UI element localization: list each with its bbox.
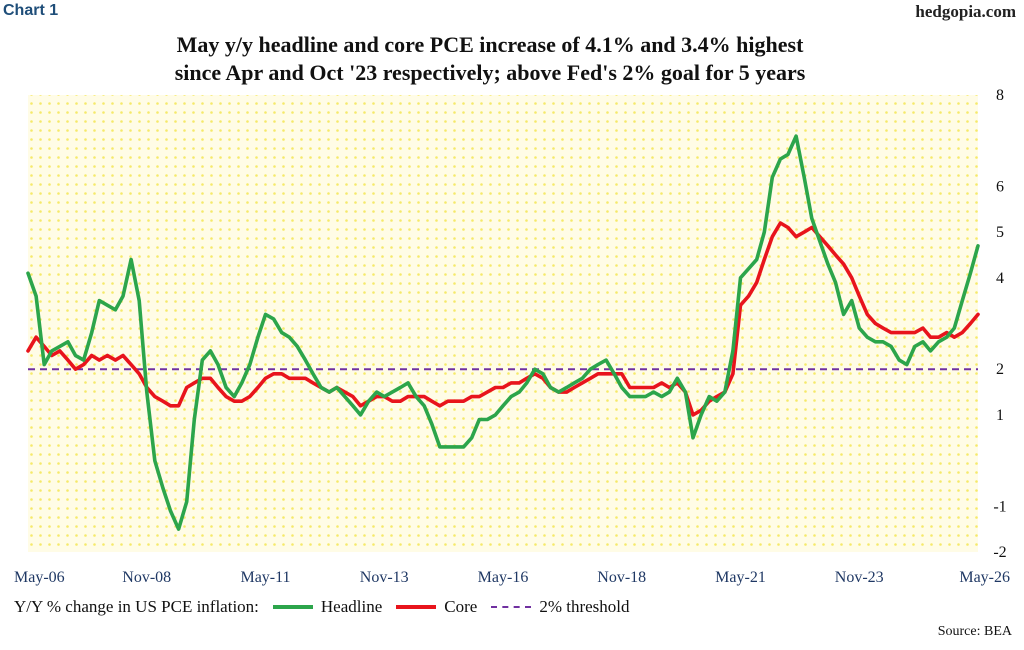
legend-swatch-threshold — [491, 606, 532, 608]
chart-number-label: Chart 1 — [3, 2, 59, 19]
y-tick-label: -2 — [993, 544, 1006, 561]
legend-label-threshold: 2% threshold — [539, 597, 630, 616]
x-tick-label: May-26 — [959, 569, 1010, 586]
x-tick-label: May-06 — [14, 569, 65, 586]
y-tick-label: 6 — [996, 178, 1004, 195]
legend-swatch-core — [396, 605, 437, 609]
x-tick-label: May-16 — [478, 569, 529, 586]
legend: Y/Y % change in US PCE inflation: Headli… — [14, 596, 630, 618]
x-tick-label: Nov-23 — [835, 569, 884, 586]
x-tick-label: Nov-13 — [360, 569, 409, 586]
y-tick-label: 4 — [996, 270, 1004, 287]
y-tick-label: 8 — [996, 87, 1004, 104]
chart-title-line-2: since Apr and Oct '23 respectively; abov… — [174, 60, 806, 85]
chart-title-line-1: May y/y headline and core PCE increase o… — [176, 32, 804, 57]
plot-dot-pattern — [28, 95, 978, 552]
x-tick-label: May-11 — [240, 569, 290, 586]
brand-watermark: hedgopia.com — [915, 2, 1016, 21]
legend-prefix: Y/Y % change in US PCE inflation: — [14, 597, 259, 616]
legend-label-headline: Headline — [320, 597, 383, 616]
y-tick-label: 2 — [996, 361, 1004, 378]
legend-label-core: Core — [444, 597, 478, 616]
y-tick-label: -1 — [993, 498, 1006, 515]
legend-swatch-headline — [272, 605, 313, 609]
headline-line — [26, 134, 980, 531]
y-tick-label: 5 — [996, 224, 1004, 241]
source-note: Source: BEA — [937, 624, 1012, 639]
x-tick-label: Nov-08 — [122, 569, 171, 586]
x-tick-label: May-21 — [715, 569, 766, 586]
y-tick-label: 1 — [996, 407, 1004, 424]
x-tick-label: Nov-18 — [597, 569, 646, 586]
